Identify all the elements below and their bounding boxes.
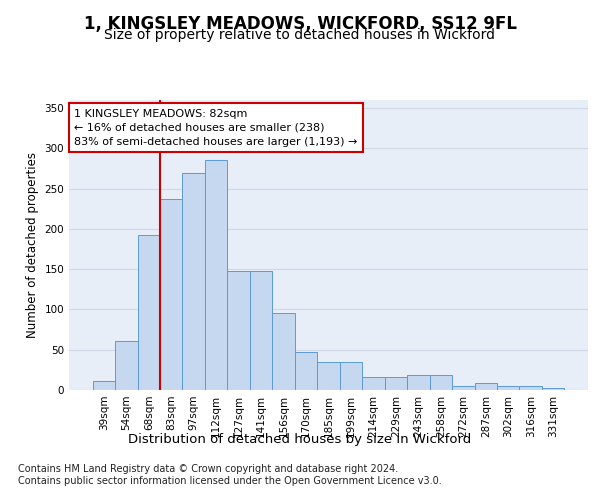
Bar: [137, 234, 160, 390]
Bar: [160, 199, 182, 390]
Bar: [182, 172, 205, 390]
Bar: [475, 383, 497, 390]
Text: 1, KINGSLEY MEADOWS, WICKFORD, SS12 9FL: 1, KINGSLEY MEADOWS, WICKFORD, SS12 9FL: [83, 15, 517, 33]
Bar: [520, 386, 542, 390]
Bar: [340, 362, 362, 390]
Bar: [272, 314, 295, 390]
Text: Size of property relative to detached houses in Wickford: Size of property relative to detached ho…: [104, 28, 496, 42]
Text: 1 KINGSLEY MEADOWS: 82sqm
← 16% of detached houses are smaller (238)
83% of semi: 1 KINGSLEY MEADOWS: 82sqm ← 16% of detac…: [74, 108, 358, 146]
Bar: [317, 362, 340, 390]
Bar: [407, 374, 430, 390]
Text: Contains HM Land Registry data © Crown copyright and database right 2024.: Contains HM Land Registry data © Crown c…: [18, 464, 398, 474]
Bar: [205, 160, 227, 390]
Bar: [115, 341, 137, 390]
Bar: [497, 386, 520, 390]
Text: Contains public sector information licensed under the Open Government Licence v3: Contains public sector information licen…: [18, 476, 442, 486]
Bar: [430, 374, 452, 390]
Y-axis label: Number of detached properties: Number of detached properties: [26, 152, 39, 338]
Bar: [295, 352, 317, 390]
Bar: [362, 377, 385, 390]
Bar: [92, 381, 115, 390]
Bar: [385, 377, 407, 390]
Text: Distribution of detached houses by size in Wickford: Distribution of detached houses by size …: [128, 432, 472, 446]
Bar: [227, 271, 250, 390]
Bar: [542, 388, 565, 390]
Bar: [250, 271, 272, 390]
Bar: [452, 386, 475, 390]
